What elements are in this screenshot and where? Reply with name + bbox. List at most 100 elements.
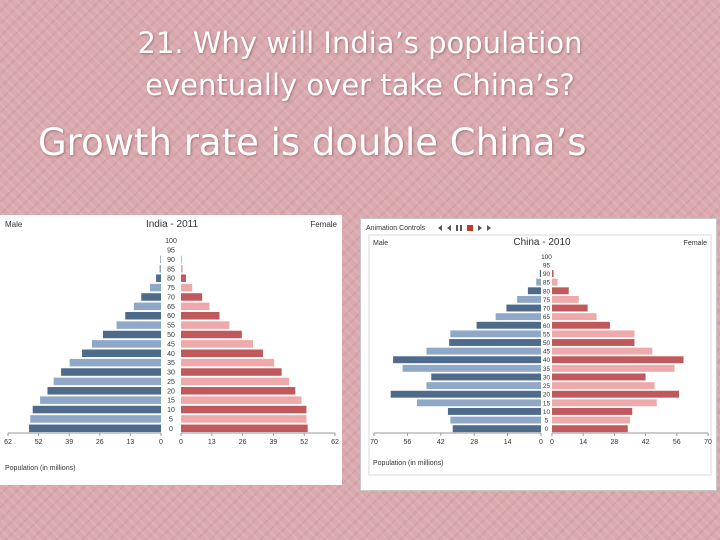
china-female-bar-65 <box>552 313 597 321</box>
india-chart-title: India - 2011 <box>146 219 199 230</box>
india-female-bar-10 <box>181 405 307 414</box>
step-back-icon[interactable] <box>447 225 451 231</box>
china-tick-label-right-0: 0 <box>550 439 554 446</box>
india-age-label-70: 70 <box>167 294 175 301</box>
china-tick-label-left-0: 70 <box>370 439 378 446</box>
india-male-bar-45 <box>91 340 161 348</box>
skip-forward-icon[interactable] <box>487 225 491 231</box>
china-age-label-30: 30 <box>543 374 551 381</box>
china-tick-label-left-1: 56 <box>404 439 412 446</box>
china-female-bar-40 <box>552 356 684 364</box>
china-age-label-25: 25 <box>543 383 551 390</box>
china-male-bar-80 <box>527 287 541 295</box>
china-male-bar-35 <box>402 364 541 372</box>
china-age-label-95: 95 <box>543 262 551 269</box>
china-age-label-70: 70 <box>543 306 551 313</box>
india-female-bar-40 <box>181 349 263 358</box>
india-tick-label-left-5: 0 <box>159 439 163 446</box>
china-age-label-20: 20 <box>543 392 551 399</box>
china-male-bar-45 <box>426 347 541 355</box>
india-female-bar-55 <box>181 321 230 329</box>
india-male-bar-85 <box>159 265 161 273</box>
china-male-bar-40 <box>393 356 541 364</box>
china-female-bar-85 <box>552 278 558 286</box>
china-age-label-55: 55 <box>543 331 551 338</box>
india-pyramid-panel: Male India - 2011 Female 100 95 90 85 80 75 70… <box>0 215 342 485</box>
india-tick-label-right-2: 26 <box>239 439 247 446</box>
china-tick-label-left-5: 0 <box>539 439 543 446</box>
china-female-bar-15 <box>552 399 657 407</box>
pause-icon-left[interactable] <box>456 225 458 231</box>
india-age-label-95: 95 <box>167 248 175 255</box>
china-female-bar-20 <box>552 390 680 398</box>
india-age-label-35: 35 <box>167 360 175 367</box>
india-female-bar-35 <box>181 358 275 367</box>
china-male-label: Male <box>373 240 388 247</box>
china-female-bar-75 <box>552 295 579 303</box>
india-population-pyramid: Male India - 2011 Female 100959085807570… <box>4 219 339 472</box>
skip-back-icon[interactable] <box>438 225 442 231</box>
india-female-bar-15 <box>181 396 302 404</box>
india-male-bar-50 <box>103 330 161 339</box>
india-female-bar-70 <box>181 293 203 301</box>
india-age-label-10: 10 <box>167 407 175 414</box>
stop-icon[interactable] <box>467 225 473 231</box>
india-female-bar-50 <box>181 330 242 339</box>
china-male-bar-75 <box>517 295 541 303</box>
china-male-bar-90 <box>539 270 541 277</box>
china-female-bar-60 <box>552 321 610 329</box>
india-tick-label-right-3: 39 <box>270 439 278 446</box>
india-male-bar-60 <box>125 311 161 320</box>
china-male-bar-0 <box>452 425 541 433</box>
india-age-label-85: 85 <box>167 266 175 273</box>
china-age-label-80: 80 <box>543 288 551 295</box>
india-male-bar-20 <box>47 387 161 395</box>
pause-icon-right[interactable] <box>460 225 462 231</box>
step-forward-icon[interactable] <box>478 225 482 231</box>
animation-controls-label: Animation Controls <box>366 225 426 232</box>
india-male-bar-35 <box>69 358 161 367</box>
india-male-bar-15 <box>40 396 162 404</box>
india-female-bar-85 <box>181 265 183 273</box>
india-age-label-55: 55 <box>167 323 175 330</box>
india-female-bar-5 <box>181 415 307 423</box>
india-female-label: Female <box>310 220 337 229</box>
india-female-bar-45 <box>181 340 254 348</box>
china-age-label-5: 5 <box>545 418 549 425</box>
china-age-label-85: 85 <box>543 280 551 287</box>
india-male-bar-10 <box>32 405 162 414</box>
india-age-label-50: 50 <box>167 332 175 339</box>
china-age-label-50: 50 <box>543 340 551 347</box>
china-male-bar-65 <box>495 313 541 321</box>
india-tick-label-right-0: 0 <box>179 439 183 446</box>
animation-controls[interactable] <box>438 225 491 231</box>
china-male-bar-20 <box>390 390 541 398</box>
india-male-bar-25 <box>53 377 161 386</box>
china-male-bar-55 <box>450 330 541 338</box>
india-age-label-5: 5 <box>169 416 173 423</box>
china-female-bar-0 <box>552 425 628 433</box>
china-tick-label-right-2: 28 <box>611 439 619 446</box>
china-tick-label-right-3: 42 <box>642 439 650 446</box>
china-male-bar-60 <box>476 321 541 329</box>
china-age-label-35: 35 <box>543 366 551 373</box>
china-age-label-10: 10 <box>543 409 551 416</box>
china-tick-label-right-4: 56 <box>673 439 681 446</box>
china-age-label-60: 60 <box>543 323 551 330</box>
china-age-label-75: 75 <box>543 297 551 304</box>
china-population-pyramid: Animation Controls Male China - 2010 Fem… <box>366 225 712 476</box>
china-female-bar-50 <box>552 339 635 346</box>
india-male-bar-30 <box>61 368 161 376</box>
india-male-bar-55 <box>116 321 161 329</box>
india-age-label-90: 90 <box>167 257 175 264</box>
china-female-bar-35 <box>552 364 675 372</box>
india-age-label-25: 25 <box>167 379 175 386</box>
india-male-bar-80 <box>156 274 161 282</box>
india-tick-label-right-4: 52 <box>300 439 308 446</box>
india-female-bar-0 <box>181 424 308 433</box>
india-tick-label-left-4: 13 <box>127 439 135 446</box>
india-tick-label-left-2: 39 <box>65 439 73 446</box>
china-male-bar-10 <box>447 408 541 415</box>
china-x-axis-label: Population (in millions) <box>373 460 443 467</box>
india-age-label-60: 60 <box>167 313 175 320</box>
